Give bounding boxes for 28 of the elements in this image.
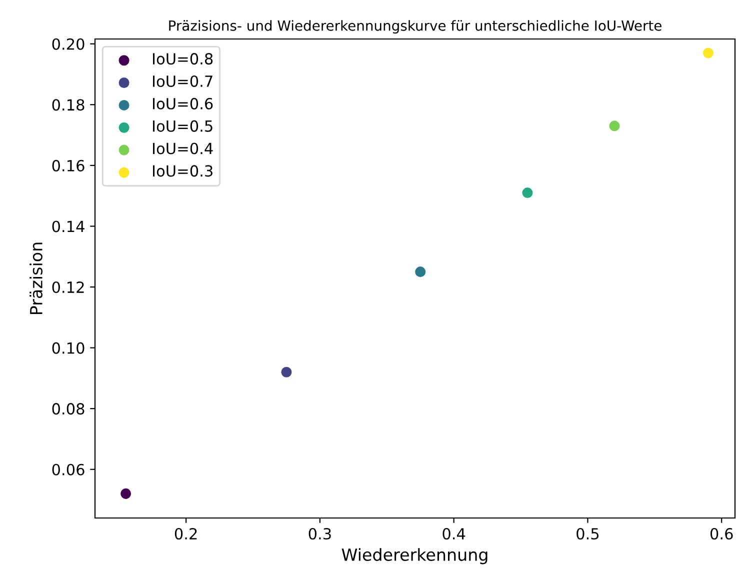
point bbox=[280, 366, 293, 378]
x-axis-title: Wiedererkennung bbox=[342, 548, 488, 564]
point bbox=[521, 186, 534, 200]
y-axis-title: Präzision bbox=[30, 242, 42, 314]
point bbox=[608, 120, 621, 132]
y-tick-label: 0.14 bbox=[52, 220, 84, 232]
y-tick-label: 0.08 bbox=[52, 403, 84, 415]
legend-label: IoU=0.5 bbox=[153, 120, 212, 132]
x-tick-label: 0.5 bbox=[576, 528, 599, 540]
x-tick-label: 0.2 bbox=[174, 528, 197, 540]
point bbox=[119, 487, 132, 500]
legend-label: IoU=0.4 bbox=[153, 142, 213, 154]
x-tick-label: 0.3 bbox=[308, 528, 331, 540]
y-tick-label: 0.18 bbox=[52, 99, 84, 111]
y-tick-label: 0.20 bbox=[52, 38, 84, 50]
point bbox=[414, 265, 427, 278]
legend-label: IoU=0.3 bbox=[153, 165, 212, 177]
legend-label: IoU=0.8 bbox=[153, 53, 213, 65]
x-tick-label: 0.6 bbox=[710, 528, 733, 540]
y-tick-label: 0.10 bbox=[52, 342, 84, 354]
chart-title: Präzisions- und Wiedererkennungskurve für unterschiedliche IoU-Werte bbox=[169, 20, 662, 34]
y-tick-label: 0.12 bbox=[52, 281, 84, 294]
x-tick-label: 0.4 bbox=[442, 528, 466, 540]
legend-label: IoU=0.7 bbox=[153, 75, 212, 87]
y-tick-label: 0.06 bbox=[52, 464, 84, 476]
legend-label: IoU=0.6 bbox=[153, 98, 213, 110]
point bbox=[702, 46, 715, 60]
y-tick-label: 0.16 bbox=[52, 160, 84, 172]
